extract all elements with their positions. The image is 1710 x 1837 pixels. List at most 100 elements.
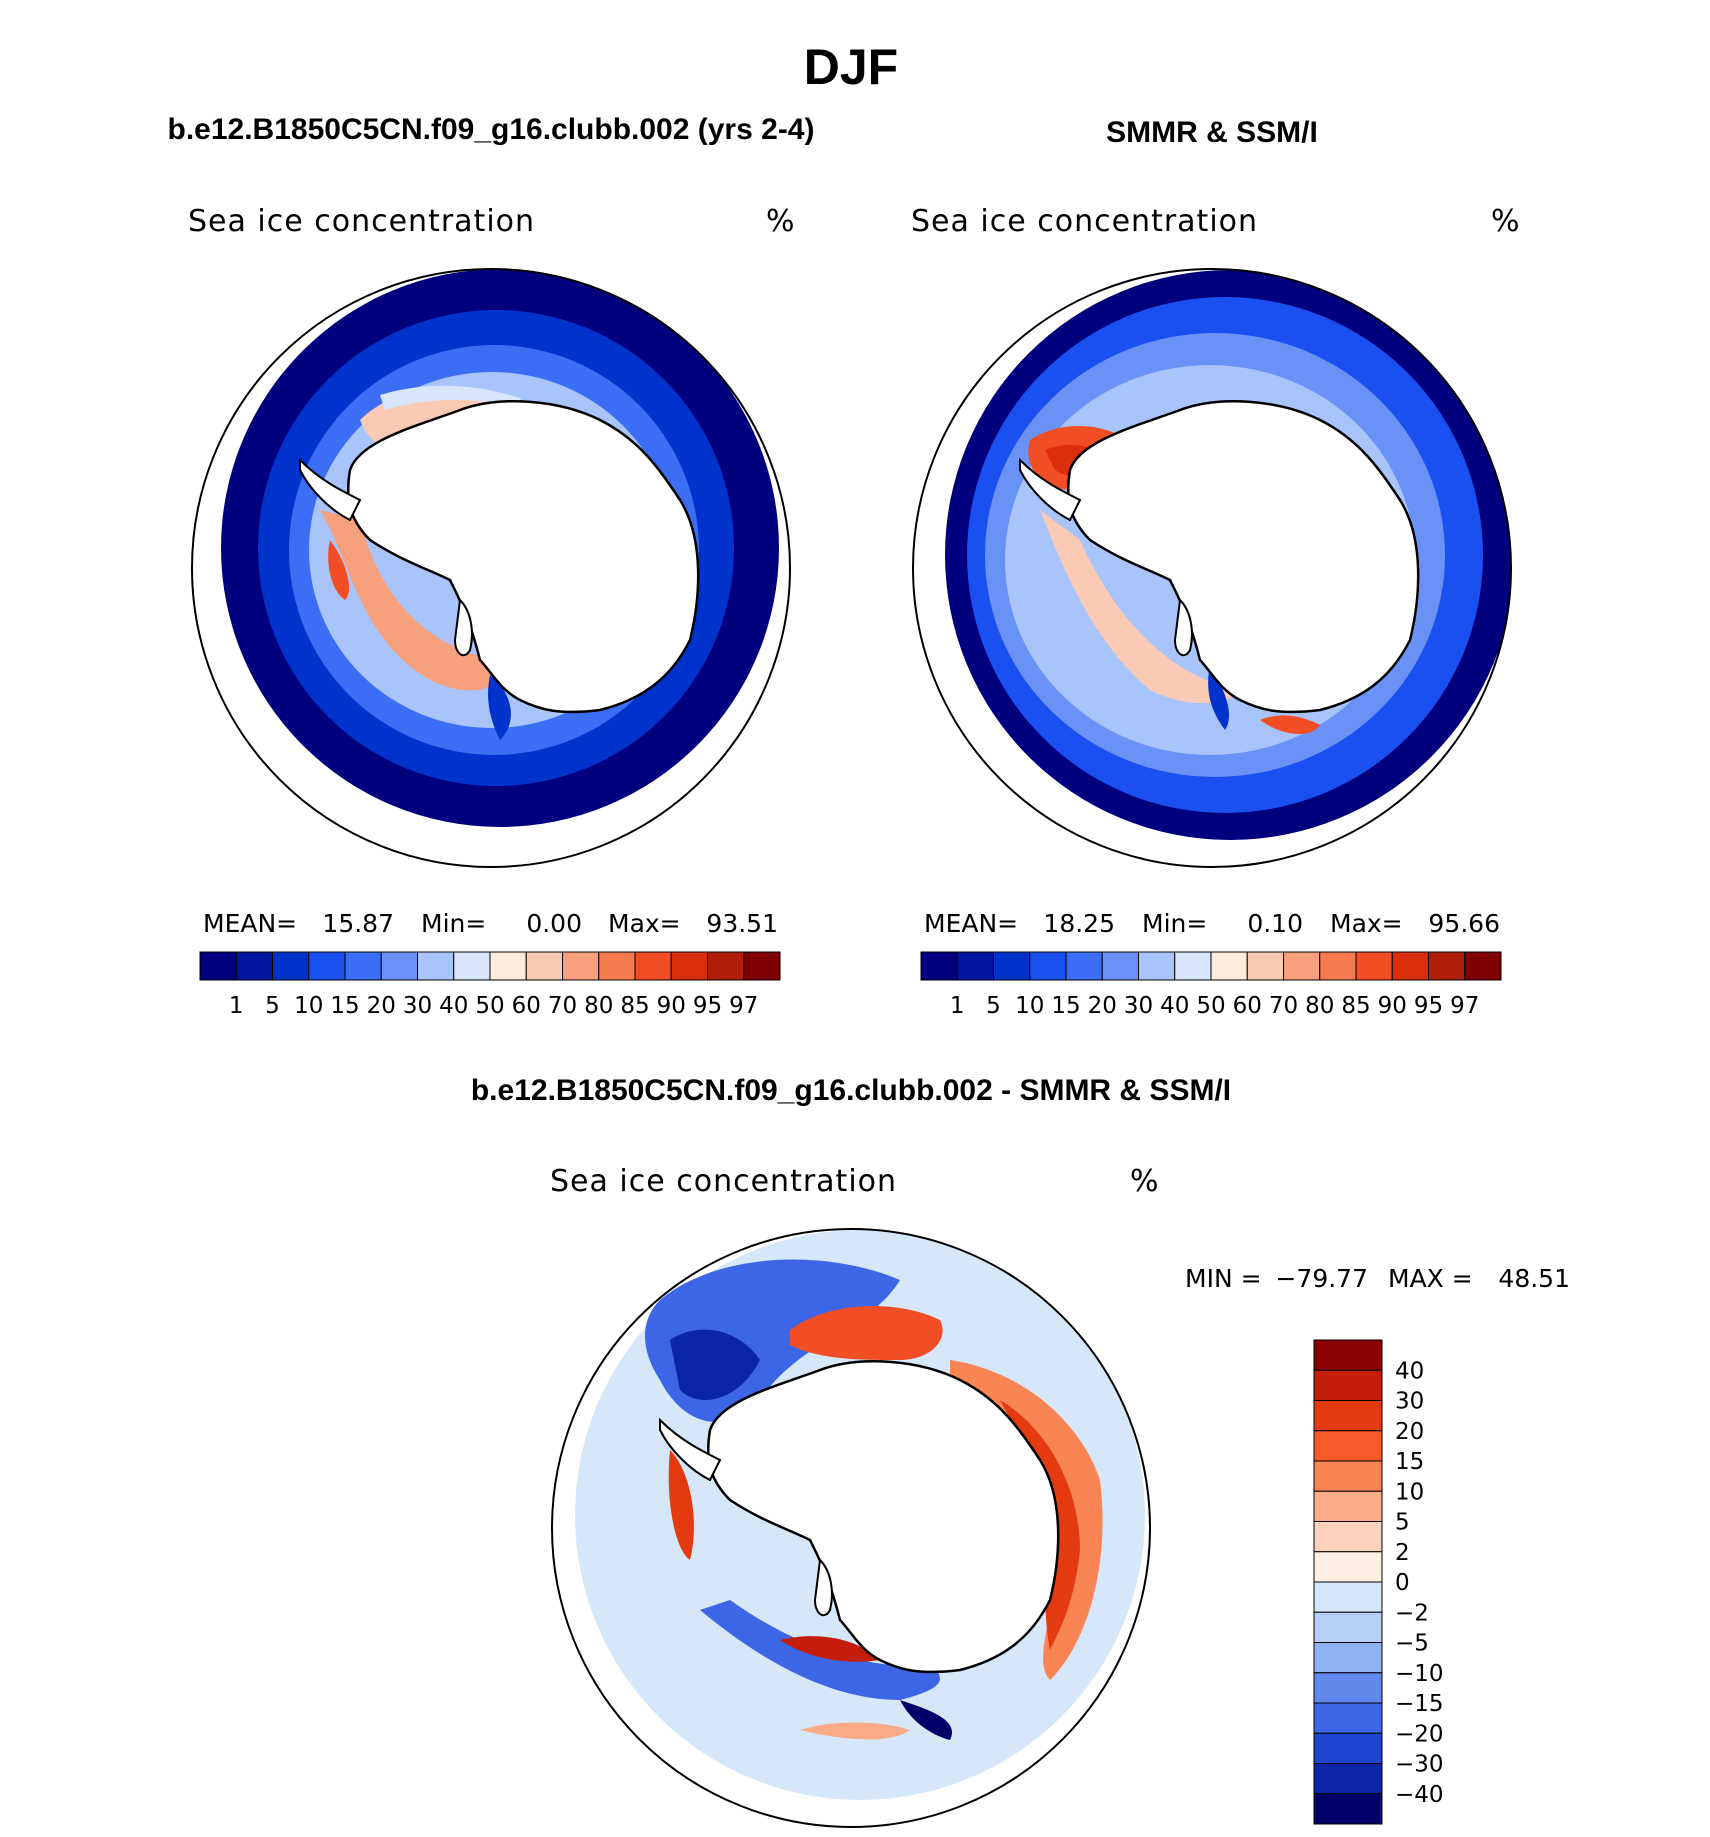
colorbar-swatch [670, 951, 708, 981]
panel-model-max-label: Max= [608, 909, 681, 938]
colorbar-tick-label: 90 [1378, 993, 1407, 1019]
antarctica-continent [706, 1360, 1060, 1674]
colorbar-swatch [707, 951, 745, 981]
colorbar-swatch [1313, 1400, 1383, 1432]
colorbar-swatch [1391, 951, 1429, 981]
panel-observation-stats: MEAN= 18.25 Min= 0.10 Max= 95.66 [924, 909, 1500, 938]
colorbar-swatch [380, 951, 418, 981]
colorbar-swatch [489, 951, 527, 981]
colorbar-tick-label: 10 [294, 993, 323, 1019]
colorbar-tick-label: 95 [1414, 993, 1443, 1019]
panel-difference-field-label: Sea ice concentration [550, 1164, 897, 1199]
colorbar-tick-label: 70 [1269, 993, 1298, 1019]
panel-model-max-value: 93.51 [706, 909, 778, 938]
panel-difference-map-frame [551, 1228, 1151, 1828]
antarctica-continent [1066, 400, 1420, 714]
colorbar-tick-label: 5 [986, 993, 1001, 1019]
panel-observation-colorbar: 1 5 10 15 20 30 40 50 60 70 80 85 90 95 97 [920, 951, 1502, 1019]
colorbar-tick-label: 30 [403, 993, 432, 1019]
colorbar-tick-label: −2 [1395, 1600, 1429, 1626]
colorbar-tick-label: 80 [1305, 993, 1334, 1019]
colorbar-tick-label: 40 [1395, 1358, 1424, 1384]
colorbar-tick-label: 80 [584, 993, 613, 1019]
colorbar-swatch [417, 951, 455, 981]
colorbar-swatch [1283, 951, 1321, 981]
colorbar-swatch [634, 951, 672, 981]
colorbar-tick-label: −5 [1395, 1631, 1429, 1657]
panel-observation-heading: SMMR & SSM/I [1106, 116, 1318, 149]
colorbar-tick-label: −30 [1395, 1752, 1444, 1778]
colorbar-tick-label: 30 [1124, 993, 1153, 1019]
panel-observation-max-label: Max= [1330, 909, 1403, 938]
colorbar-tick-label: 0 [1395, 1570, 1410, 1596]
panel-difference-map [551, 1228, 1151, 1828]
colorbar-swatch [1210, 951, 1248, 981]
colorbar-tick-label: 40 [1160, 993, 1189, 1019]
colorbar-swatch [308, 951, 346, 981]
colorbar-tick-label: 60 [512, 993, 541, 1019]
panel-model-unit: % [766, 204, 795, 239]
colorbar-tick-label: 85 [620, 993, 649, 1019]
colorbar-swatch [1313, 1732, 1383, 1764]
colorbar-tick-label: 20 [1395, 1419, 1424, 1445]
colorbar-tick-label: 50 [1196, 993, 1225, 1019]
panel-observation-unit: % [1491, 204, 1520, 239]
colorbar-tick-label: 60 [1233, 993, 1262, 1019]
colorbar-swatch [1313, 1339, 1383, 1371]
colorbar-swatch [1029, 951, 1067, 981]
colorbar-swatch [1313, 1581, 1383, 1613]
panel-observation-min-label: Min= [1142, 909, 1207, 938]
colorbar-swatch [199, 951, 237, 981]
colorbar-tick-label: 10 [1395, 1479, 1424, 1505]
colorbar-swatch [272, 951, 310, 981]
panel-difference-heading: b.e12.B1850C5CN.f09_g16.clubb.002 - SMMR… [471, 1074, 1231, 1107]
colorbar-tick-label: 40 [439, 993, 468, 1019]
colorbar-swatch [1355, 951, 1393, 981]
panel-observation: SMMR & SSM/I Sea ice concentration % ME [911, 116, 1520, 1019]
panel-difference-stats: MIN = −79.77 MAX = 48.51 [1185, 1264, 1570, 1293]
panel-observation-max-value: 95.66 [1428, 909, 1500, 938]
colorbar-swatch [956, 951, 994, 981]
colorbar-tick-label: −15 [1395, 1691, 1444, 1717]
colorbar-swatch [1319, 951, 1357, 981]
colorbar-swatch [1174, 951, 1212, 981]
colorbar-tick-label: 15 [1051, 993, 1080, 1019]
panel-model-map [191, 268, 791, 868]
panel-model-colorbar: 1 5 10 15 20 30 40 50 60 70 80 85 90 95 97 [199, 951, 781, 1019]
colorbar-swatch [1313, 1369, 1383, 1401]
panel-model-mean-value: 15.87 [322, 909, 394, 938]
colorbar-swatch [562, 951, 600, 981]
colorbar-tick-label: 1 [950, 993, 965, 1019]
colorbar-tick-label: 2 [1395, 1540, 1410, 1566]
colorbar-swatch [598, 951, 636, 981]
colorbar-swatch [1313, 1521, 1383, 1553]
panel-model-min-label: Min= [421, 909, 486, 938]
colorbar-tick-label: 5 [265, 993, 280, 1019]
colorbar-swatch [1313, 1611, 1383, 1643]
colorbar-tick-label: 97 [729, 993, 758, 1019]
panel-model-field-label: Sea ice concentration [188, 204, 535, 239]
panel-observation-mean-value: 18.25 [1043, 909, 1115, 938]
colorbar-swatch [1313, 1793, 1383, 1825]
colorbar-tick-label: 97 [1450, 993, 1479, 1019]
panel-observation-min-value: 0.10 [1247, 909, 1303, 938]
panel-difference-max-label: MAX = [1388, 1264, 1473, 1293]
colorbar-tick-label: 30 [1395, 1389, 1424, 1415]
panel-model-map-frame [191, 268, 791, 868]
figure-title: DJF [804, 39, 898, 95]
panel-model-mean-label: MEAN= [203, 909, 297, 938]
colorbar-swatch [1246, 951, 1284, 981]
colorbar-tick-label: 10 [1015, 993, 1044, 1019]
colorbar-tick-label: 90 [657, 993, 686, 1019]
colorbar-swatch [525, 951, 563, 981]
panel-difference: b.e12.B1850C5CN.f09_g16.clubb.002 - SMMR… [471, 1074, 1570, 1828]
colorbar-swatch [235, 951, 273, 981]
colorbar-tick-label: 1 [229, 993, 244, 1019]
colorbar-tick-label: 20 [1088, 993, 1117, 1019]
colorbar-swatch [1313, 1763, 1383, 1795]
colorbar-tick-label: −40 [1395, 1782, 1444, 1808]
colorbar-swatch [1313, 1642, 1383, 1674]
colorbar-swatch [453, 951, 491, 981]
antarctica-continent [346, 400, 700, 714]
